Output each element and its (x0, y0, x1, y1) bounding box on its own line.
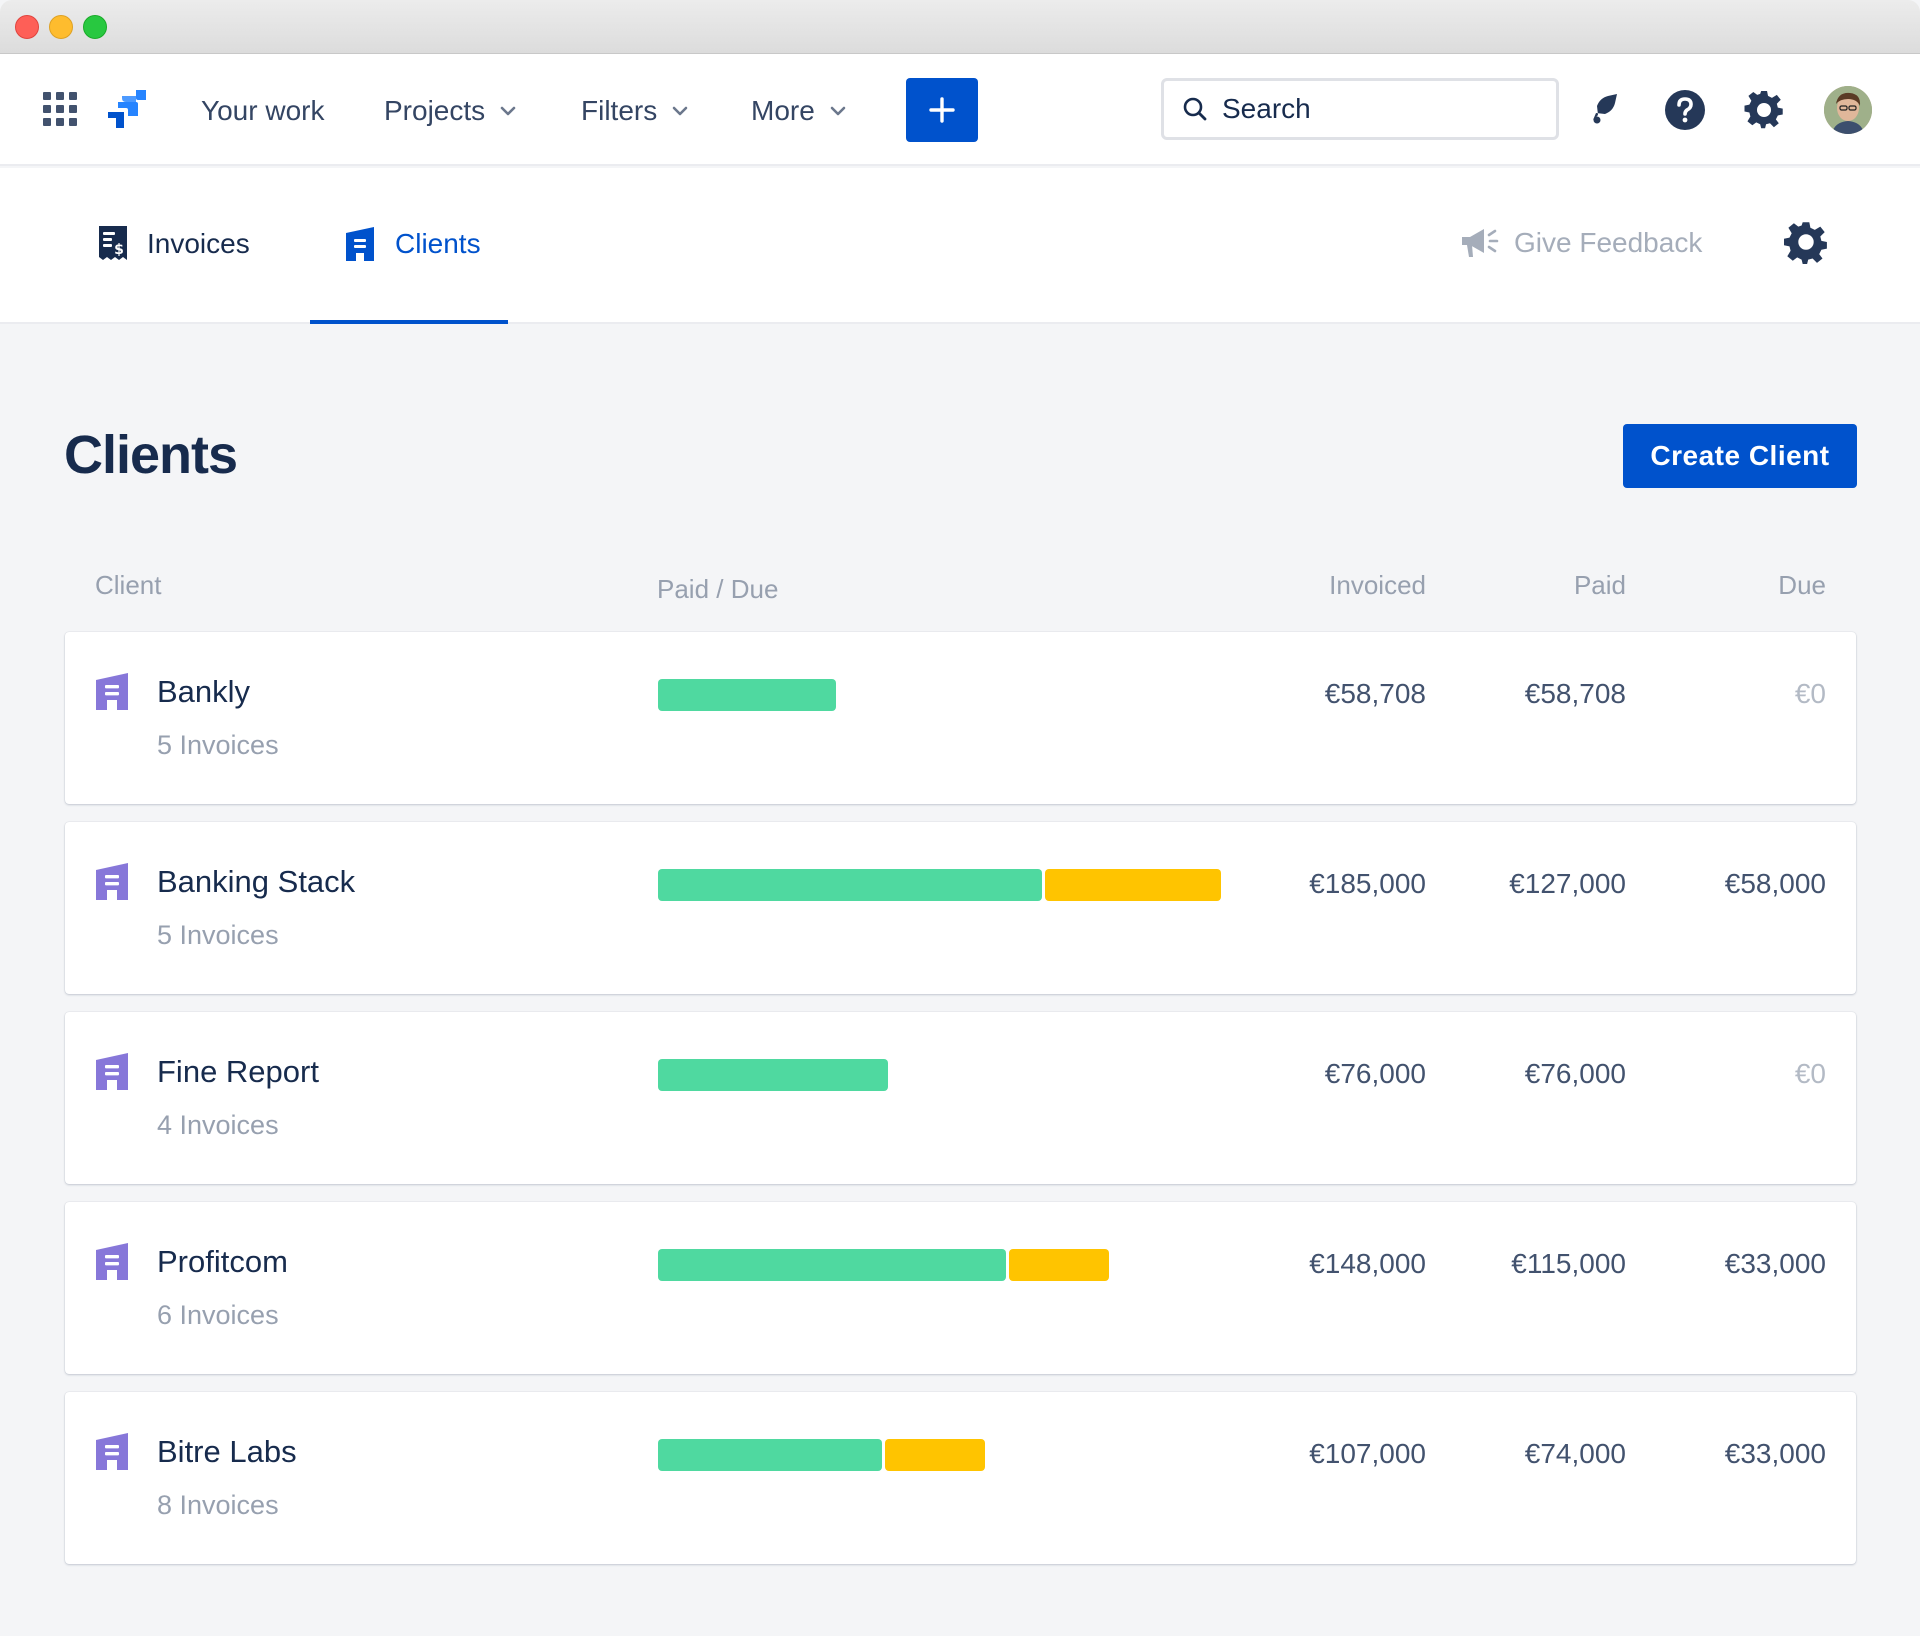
due-amount: €0 (1794, 1058, 1826, 1089)
due-amount: €33,000 (1724, 1248, 1826, 1279)
paid-due-bar (658, 869, 1221, 901)
nav-filters-label: Filters (581, 95, 658, 126)
settings-icon[interactable] (1784, 220, 1828, 264)
table-row[interactable]: Bankly 5 Invoices €58,708 €58,708 €0 (65, 632, 1856, 804)
paid-amount: €76,000 (1524, 1058, 1626, 1089)
client-building-icon (96, 863, 128, 900)
nav-projects[interactable]: Projects (384, 91, 517, 131)
help-icon[interactable] (1663, 88, 1707, 132)
settings-icon[interactable] (1742, 88, 1786, 132)
client-building-icon (96, 1243, 128, 1280)
window-minimize-button[interactable] (49, 15, 73, 39)
client-name[interactable]: Bankly (157, 674, 251, 709)
client-invoice-count: 4 Invoices (157, 1110, 279, 1140)
avatar[interactable] (1824, 86, 1872, 134)
search-icon (1183, 97, 1207, 121)
column-header-paid[interactable]: Paid (1573, 570, 1626, 600)
due-amount: €33,000 (1724, 1438, 1826, 1469)
paid-amount: €58,708 (1524, 678, 1626, 709)
page-title: Clients (64, 425, 238, 485)
invoiced-amount: €107,000 (1309, 1438, 1426, 1469)
column-header-client[interactable]: Client (95, 570, 162, 600)
chevron-down-icon (672, 106, 688, 116)
nav-filters[interactable]: Filters (581, 91, 689, 131)
window-titlebar (0, 0, 1920, 54)
table-row[interactable]: Bitre Labs 8 Invoices €107,000 €74,000 €33,0… (65, 1392, 1856, 1564)
client-invoice-count: 6 Invoices (157, 1300, 279, 1330)
table-row[interactable]: Profitcom 6 Invoices €148,000 €115,000 €33,0… (65, 1202, 1856, 1374)
app-switcher-icon[interactable] (43, 92, 77, 126)
paid-due-bar (658, 1059, 888, 1091)
active-tab-indicator (310, 320, 508, 324)
window-close-button[interactable] (15, 15, 39, 39)
create-client-button[interactable]: Create Client (1623, 424, 1857, 488)
due-bar-segment (1009, 1249, 1109, 1281)
client-name[interactable]: Fine Report (157, 1054, 319, 1089)
column-header-invoiced[interactable]: Invoiced (1329, 570, 1426, 600)
megaphone-icon (1462, 229, 1499, 257)
tab-invoices[interactable]: $ Invoices (97, 222, 250, 266)
paid-bar-segment (658, 1249, 1006, 1281)
search-box[interactable] (1161, 78, 1559, 140)
paid-bar-segment (658, 1059, 888, 1091)
plus-icon (929, 97, 955, 123)
paid-bar-segment (658, 679, 836, 711)
due-bar-segment (885, 1439, 985, 1471)
client-building-icon (96, 1053, 128, 1090)
column-header-paid-due[interactable]: Paid / Due (657, 574, 779, 604)
due-amount: €58,000 (1724, 868, 1826, 899)
client-invoice-count: 5 Invoices (157, 920, 279, 950)
jira-logo-icon[interactable] (106, 88, 148, 130)
tab-clients[interactable]: Clients (343, 222, 481, 266)
client-building-icon (346, 227, 374, 261)
client-name[interactable]: Profitcom (157, 1244, 288, 1279)
paid-amount: €127,000 (1509, 868, 1626, 899)
paid-amount: €74,000 (1524, 1438, 1626, 1469)
chevron-down-icon (830, 106, 846, 116)
client-invoice-count: 5 Invoices (157, 730, 279, 760)
sub-navigation: $ Invoices Clients Give Feedback (0, 168, 1920, 324)
client-building-icon (96, 673, 128, 710)
paid-due-bar (658, 679, 836, 711)
invoiced-amount: €58,708 (1324, 678, 1426, 709)
client-invoice-count: 8 Invoices (157, 1490, 279, 1520)
paid-due-bar (658, 1249, 1109, 1281)
svg-text:$: $ (114, 242, 124, 258)
due-bar-segment (1045, 869, 1221, 901)
nav-more-label: More (751, 95, 815, 126)
create-button[interactable] (906, 78, 978, 142)
invoiced-amount: €148,000 (1309, 1248, 1426, 1279)
top-navigation: Your work Projects Filters More (0, 54, 1920, 166)
nav-your-work[interactable]: Your work (201, 91, 324, 131)
paid-bar-segment (658, 869, 1042, 901)
invoiced-amount: €185,000 (1309, 868, 1426, 899)
column-header-due[interactable]: Due (1778, 570, 1826, 600)
window-maximize-button[interactable] (83, 15, 107, 39)
client-name[interactable]: Banking Stack (157, 864, 356, 899)
chevron-down-icon (500, 106, 516, 116)
nav-more[interactable]: More (751, 91, 847, 131)
nav-your-work-label: Your work (201, 95, 325, 126)
tab-clients-label: Clients (395, 228, 481, 259)
paid-bar-segment (658, 1439, 882, 1471)
client-building-icon (96, 1433, 128, 1470)
table-row[interactable]: Banking Stack 5 Invoices €185,000 €127,000 €… (65, 822, 1856, 994)
table-row[interactable]: Fine Report 4 Invoices €76,000 €76,000 €0 (65, 1012, 1856, 1184)
paid-due-bar (658, 1439, 985, 1471)
search-input[interactable] (1222, 93, 1522, 125)
notifications-icon[interactable] (1582, 88, 1626, 132)
paid-amount: €115,000 (1511, 1248, 1626, 1279)
nav-projects-label: Projects (384, 95, 486, 126)
invoice-icon: $ (99, 226, 127, 260)
tab-invoices-label: Invoices (147, 228, 250, 259)
due-amount: €0 (1794, 678, 1826, 709)
client-name[interactable]: Bitre Labs (157, 1434, 297, 1469)
give-feedback-button[interactable]: Give Feedback (1460, 226, 1702, 260)
give-feedback-label: Give Feedback (1514, 227, 1703, 258)
invoiced-amount: €76,000 (1324, 1058, 1426, 1089)
